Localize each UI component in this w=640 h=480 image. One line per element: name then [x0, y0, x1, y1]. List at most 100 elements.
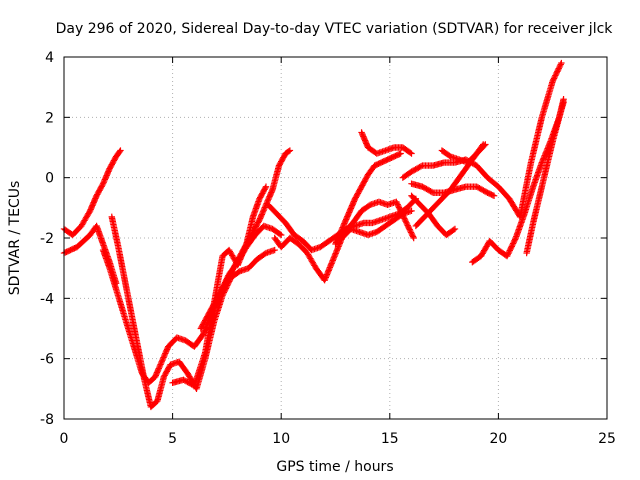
- series-arc-12: [399, 59, 565, 221]
- series-arc-1: [60, 147, 124, 239]
- data-point: [450, 226, 457, 234]
- data-point: [401, 215, 408, 222]
- data-point: [557, 61, 564, 68]
- data-point: [397, 208, 405, 215]
- data-point: [503, 252, 511, 260]
- data-point: [405, 223, 412, 231]
- y-tick-label: 2: [45, 110, 54, 126]
- x-tick-label: 0: [60, 431, 69, 447]
- data-point: [286, 147, 294, 154]
- y-tick-label: -2: [40, 231, 54, 247]
- series-arc-11: [332, 198, 417, 242]
- data-point: [116, 148, 123, 155]
- data-point: [504, 251, 511, 258]
- data-point: [403, 220, 411, 228]
- axis-ticks: 0 5 10 15 20 25 -8 -6 -4 -2 0 2 4: [40, 50, 616, 447]
- data-point: [410, 234, 417, 242]
- series-arc-16: [408, 192, 459, 239]
- data-point: [511, 236, 519, 243]
- data-point: [285, 148, 293, 155]
- data-point: [399, 211, 406, 218]
- y-tick-label: 4: [45, 50, 54, 66]
- data-point: [481, 142, 488, 149]
- data-point: [556, 64, 563, 71]
- chart-title: Day 296 of 2020, Sidereal Day-to-day VTE…: [56, 21, 614, 37]
- data-point: [406, 226, 413, 233]
- data-point: [409, 233, 417, 240]
- data-point: [560, 99, 567, 106]
- data-point: [408, 207, 415, 215]
- data-point: [417, 163, 425, 170]
- x-tick-label: 5: [168, 431, 177, 447]
- series-arc-6: [197, 147, 294, 332]
- data-point: [551, 73, 558, 81]
- x-tick-label: 20: [489, 431, 507, 447]
- data-point: [395, 202, 402, 210]
- data-point: [552, 70, 560, 78]
- data-point: [396, 150, 403, 158]
- y-axis-label: SDTVAR / TECUs: [7, 181, 23, 296]
- data-point: [409, 232, 416, 239]
- data-point: [451, 225, 459, 233]
- series-arc-9: [332, 150, 404, 248]
- data-point: [555, 65, 562, 72]
- data-point: [507, 245, 514, 253]
- data-point: [86, 209, 93, 216]
- data-point: [511, 237, 518, 244]
- data-point: [398, 209, 405, 217]
- data-point: [397, 206, 404, 214]
- x-axis-label: GPS time / hours: [276, 459, 393, 475]
- data-point: [482, 141, 489, 148]
- data-point: [549, 77, 556, 85]
- data-point: [508, 243, 515, 250]
- data-point: [554, 68, 561, 75]
- data-point: [553, 69, 560, 76]
- data-point: [262, 184, 269, 192]
- data-point: [407, 227, 414, 235]
- data-point: [397, 150, 404, 157]
- data-point: [278, 231, 285, 239]
- data-point: [550, 76, 557, 83]
- x-tick-label: 25: [598, 431, 616, 447]
- data-point: [554, 66, 562, 74]
- data-point: [509, 241, 516, 249]
- x-tick-label: 10: [272, 431, 290, 447]
- data-point: [399, 212, 407, 219]
- data-point: [552, 72, 559, 79]
- data-point: [428, 188, 436, 196]
- data-point: [403, 219, 410, 226]
- data-point: [489, 191, 496, 199]
- data-point: [506, 247, 513, 254]
- data-point: [407, 149, 414, 156]
- data-point: [505, 248, 513, 256]
- data-point: [408, 150, 415, 157]
- data-point: [276, 230, 284, 238]
- data-point: [393, 199, 401, 207]
- data-point: [509, 240, 517, 247]
- y-tick-label: -6: [40, 352, 54, 368]
- data-point: [394, 201, 401, 208]
- series-arc-18: [523, 99, 567, 257]
- data-point: [400, 213, 407, 221]
- data-point: [505, 250, 512, 257]
- data-point: [490, 192, 498, 199]
- data-point: [401, 216, 409, 224]
- y-tick-label: 0: [45, 171, 54, 187]
- y-tick-label: -4: [40, 291, 54, 307]
- data-point: [558, 59, 565, 67]
- data-point: [556, 62, 564, 70]
- data-point: [393, 198, 400, 205]
- data-point: [510, 238, 517, 246]
- data-point: [117, 147, 124, 154]
- series-arc-10: [358, 129, 415, 157]
- data-point: [405, 225, 413, 232]
- data-point: [408, 230, 415, 238]
- chart-marks: [60, 59, 567, 411]
- data-point: [396, 205, 403, 212]
- data-point: [262, 183, 270, 190]
- data-point: [402, 218, 409, 225]
- data-point: [395, 204, 403, 211]
- data-point: [507, 244, 515, 251]
